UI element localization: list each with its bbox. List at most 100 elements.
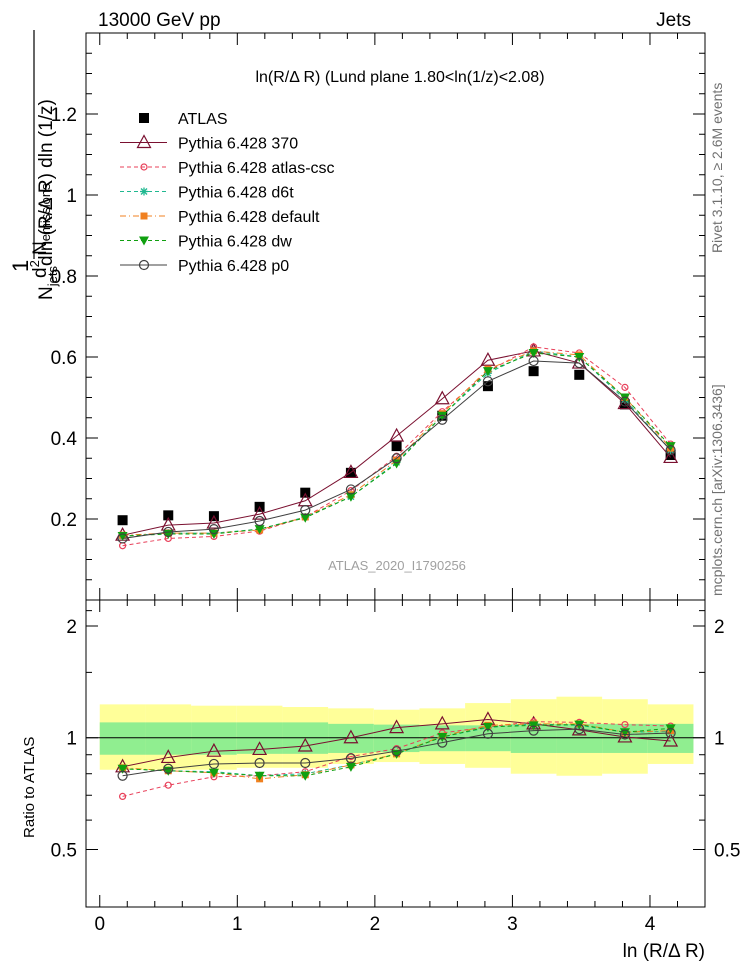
data-point: [208, 529, 219, 539]
ratio-y-tick-label-right: 2: [714, 617, 725, 638]
data-point: [574, 369, 585, 380]
main-y-axis-label: 1 Njetsdln (R/Δ R) dln (1/z) d2 Nemissio…: [8, 30, 60, 300]
ratio-point: [252, 741, 268, 756]
header-left: 13000 GeV pp: [98, 10, 221, 31]
band-inner-bin: [191, 722, 237, 755]
y-tick-label: 0.4: [51, 429, 78, 450]
data-point: [434, 390, 450, 405]
legend-marker: [140, 163, 148, 171]
legend: ATLAS Pythia 6.428 370 Pythia 6.428 atlas-…: [120, 111, 335, 275]
data-point: [389, 427, 405, 442]
x-tick-label: 0: [94, 914, 105, 935]
legend-marker: [139, 113, 149, 123]
data-point: [391, 441, 402, 452]
data-point: [619, 393, 630, 403]
ratio-point: [208, 768, 219, 778]
ratio-point: [437, 732, 448, 742]
legend-label: Pythia 6.428 370: [178, 136, 298, 153]
legend-marker: [139, 236, 149, 246]
ratio-point: [254, 757, 265, 769]
data-point: [482, 376, 494, 387]
data-point: [208, 524, 220, 535]
ratio-y-tick-label: 2: [66, 617, 77, 638]
main-plot-series: [115, 342, 679, 550]
side-label-top: Rivet 3.1.10, ≥ 2.6M events: [709, 83, 725, 253]
ratio-point: [617, 728, 633, 743]
ratio-point: [482, 728, 494, 739]
ratio-plot-series: [115, 711, 679, 801]
legend-item: Pythia 6.428 p0: [120, 258, 289, 275]
data-point: [528, 348, 539, 358]
data-point: [117, 515, 128, 526]
y-tick-label: 1.2: [51, 105, 77, 126]
legend-marker: [138, 259, 150, 271]
legend-item: Pythia 6.428 default: [120, 209, 320, 226]
data-point: [206, 514, 222, 529]
ratio-point: [300, 771, 311, 781]
legend-label: Pythia 6.428 p0: [178, 258, 289, 275]
ratio-y-tick-label: 1: [66, 729, 77, 750]
ratio-point: [434, 715, 450, 730]
y-tick-label: 0.6: [51, 348, 77, 369]
ratio-point: [663, 732, 679, 747]
ratio-y-axis-label: Ratio to ATLAS: [21, 737, 38, 838]
ratio-uncertainty-bands: [86, 696, 705, 776]
x-tick-label: 1: [232, 914, 243, 935]
ratio-point: [160, 749, 176, 764]
ratio-plot-frame: [85, 599, 706, 908]
legend-item: Pythia 6.428 dw: [120, 234, 292, 251]
ratio-point: [437, 737, 448, 748]
ratio-point: [300, 757, 311, 769]
legend-label: ATLAS: [178, 111, 228, 128]
ratio-point: [343, 729, 359, 744]
band-inner-bin: [373, 724, 420, 753]
y-tick-label: 0.2: [51, 510, 77, 531]
band-inner-bin: [328, 723, 374, 753]
legend-label: Pythia 6.428 dw: [178, 234, 292, 251]
ratio-point: [528, 725, 539, 736]
legend-item: Pythia 6.428 atlas-csc: [120, 160, 335, 177]
legend-label: Pythia 6.428 d6t: [178, 185, 294, 202]
data-point: [300, 504, 311, 516]
data-point: [117, 533, 128, 544]
data-point: [343, 464, 359, 479]
ratio-point: [389, 719, 405, 734]
ratio-point: [208, 758, 220, 770]
data-point: [665, 445, 676, 456]
ratio-y-tick-label: 0.5: [51, 840, 77, 861]
data-point: [480, 351, 496, 366]
ratio-series-line: [122, 718, 671, 768]
data-point: [391, 453, 402, 464]
legend-item: Pythia 6.428 370: [120, 134, 298, 153]
legend-marker: [140, 212, 148, 220]
ratio-y-tick-label-right: 0.5: [714, 840, 740, 861]
svg-text:1: 1: [8, 260, 33, 272]
data-point: [345, 492, 356, 502]
data-point: [665, 442, 676, 452]
ratio-point: [117, 770, 128, 781]
svg-text:Njetsdln (R/Δ R) dln (1/z): Njetsdln (R/Δ R) dln (1/z): [36, 99, 60, 300]
ratio-point: [621, 720, 629, 729]
x-tick-label: 2: [370, 914, 381, 935]
data-point: [574, 353, 585, 362]
legend-marker: [136, 134, 152, 149]
ratio-point: [118, 792, 127, 801]
y-tick-label: 0.8: [51, 267, 77, 288]
band-inner-bin: [99, 722, 146, 755]
series-line: [122, 360, 671, 539]
x-tick-label: 3: [507, 914, 518, 935]
ratio-y-tick-label-right: 1: [714, 729, 725, 750]
data-point: [252, 505, 268, 520]
x-axis-label: ln (R/Δ R): [623, 941, 705, 962]
ratio-point: [345, 753, 357, 764]
ratio-point: [206, 742, 222, 757]
legend-label: Pythia 6.428 atlas-csc: [178, 160, 335, 177]
data-point: [619, 399, 630, 410]
data-point: [619, 396, 631, 407]
ratio-point: [254, 771, 265, 781]
ratio-point: [619, 729, 631, 740]
plot-title: ln(R/Δ R) (Lund plane 1.80<ln(1/z)<2.08): [255, 69, 544, 86]
data-point: [663, 449, 679, 464]
data-point: [163, 510, 174, 521]
ratio-point: [391, 746, 402, 757]
